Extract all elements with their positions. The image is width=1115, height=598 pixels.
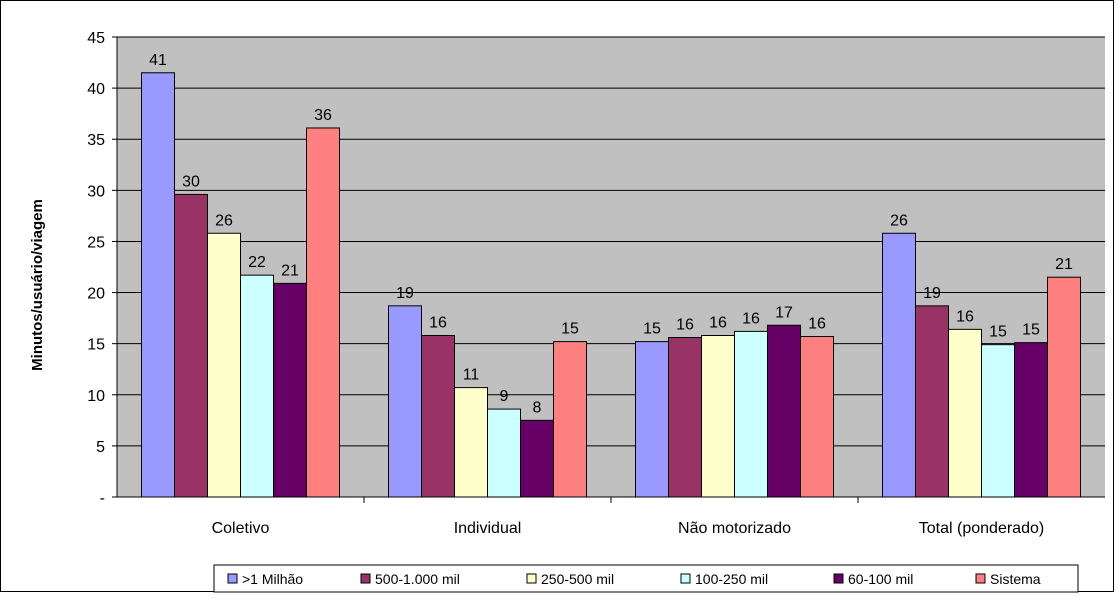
- data-label: 16: [808, 316, 826, 333]
- bar: [767, 324, 801, 498]
- y-tick-label: 5: [96, 439, 105, 456]
- y-axis-ticks: - 5 10 15 20 25 30 35 40 45: [87, 30, 117, 507]
- x-tick-label: Individual: [454, 520, 522, 537]
- bar: [273, 282, 307, 498]
- data-label: 16: [429, 314, 447, 331]
- bar: [520, 419, 554, 498]
- legend-swatch: [360, 573, 371, 584]
- bar: [981, 344, 1015, 498]
- legend-label: 100-250 mil: [695, 571, 768, 587]
- x-tick-label: Não motorizado: [678, 520, 791, 537]
- bar: [1047, 276, 1081, 498]
- data-label: 8: [533, 399, 542, 416]
- data-label: 19: [396, 285, 414, 302]
- bar: [174, 193, 208, 498]
- bar: [734, 330, 768, 498]
- legend-box: [213, 564, 1079, 593]
- x-tick-label: Total (ponderado): [919, 520, 1044, 537]
- legend-swatch: [975, 573, 986, 584]
- data-label: 16: [709, 314, 727, 331]
- y-tick-label: 20: [87, 286, 105, 303]
- data-label: 16: [956, 308, 974, 325]
- legend-label: 500-1.000 mil: [375, 571, 460, 587]
- bar: [454, 387, 488, 498]
- bars: [141, 72, 1081, 498]
- data-label: 9: [500, 388, 509, 405]
- bar: [915, 305, 949, 498]
- data-label: 11: [463, 367, 480, 384]
- bar: [553, 341, 587, 498]
- data-label: 16: [742, 310, 760, 327]
- data-label: 26: [215, 212, 233, 229]
- bar: [948, 328, 982, 498]
- y-tick-label: -: [100, 490, 105, 507]
- y-tick-label: 35: [87, 132, 105, 149]
- y-tick-label: 10: [87, 388, 105, 405]
- bar: [668, 337, 702, 498]
- legend-label: >1 Milhão: [242, 571, 303, 587]
- bar: [240, 274, 274, 498]
- data-label: 21: [1055, 256, 1073, 273]
- y-tick-label: 40: [87, 81, 105, 98]
- data-label: 22: [248, 254, 266, 271]
- data-label: 15: [989, 324, 1007, 341]
- bar: [800, 336, 834, 498]
- y-tick-label: 45: [87, 30, 105, 47]
- bar: [487, 408, 521, 498]
- x-tick-label: Coletivo: [212, 520, 270, 537]
- bar: [388, 305, 422, 498]
- y-tick-label: 30: [87, 183, 105, 200]
- data-label: 15: [643, 321, 661, 338]
- legend-label: 60-100 mil: [848, 571, 913, 587]
- legend-swatch: [680, 573, 691, 584]
- bar: [141, 72, 175, 498]
- y-tick-label: 25: [87, 234, 105, 251]
- data-label: 17: [775, 304, 793, 321]
- bar: [207, 232, 241, 498]
- legend-label: 250-500 mil: [541, 571, 614, 587]
- legend-label: Sistema: [990, 571, 1041, 587]
- data-labels: 41 30 26 22 21 36 19 16 11 9 8 15 15 16 16 16 17 16 26 19 16…: [149, 52, 1073, 417]
- legend: >1 Milhão 500-1.000 mil 250-500 mil 100-250…: [213, 564, 1079, 593]
- bar: [1014, 342, 1048, 498]
- data-label: 41: [149, 52, 167, 69]
- bar: [882, 232, 916, 498]
- bar: [635, 341, 669, 498]
- data-label: 26: [890, 212, 908, 229]
- legend-swatch: [227, 573, 238, 584]
- data-label: 30: [182, 173, 200, 190]
- data-label: 15: [1022, 322, 1040, 339]
- legend-swatch: [526, 573, 537, 584]
- data-label: 19: [923, 285, 941, 302]
- bar: [701, 334, 735, 498]
- data-label: 15: [561, 321, 579, 338]
- legend-swatch: [833, 573, 844, 584]
- data-label: 36: [314, 107, 332, 124]
- bar: [421, 334, 455, 498]
- bar: [306, 127, 340, 498]
- y-tick-label: 15: [87, 337, 105, 354]
- data-label: 16: [676, 317, 694, 334]
- data-label: 21: [281, 262, 299, 279]
- y-axis-label: Minutos/usuário/viagem: [29, 199, 46, 371]
- x-axis-ticks: Coletivo Individual Não motorizado Total (p…: [212, 497, 1044, 537]
